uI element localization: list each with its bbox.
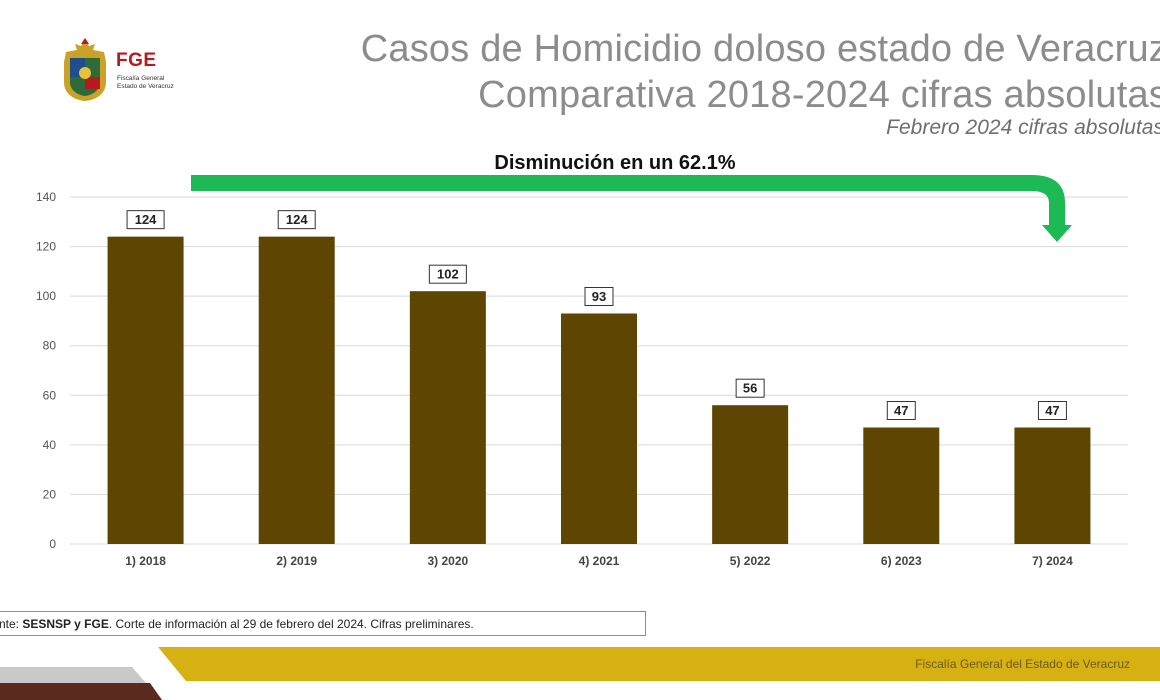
bar (409, 291, 486, 544)
page-title-line1: Casos de Homicidio doloso estado de Vera… (360, 28, 1160, 70)
source-prefix: nte: (0, 617, 23, 631)
data-label: 124 (286, 212, 308, 227)
bar (107, 236, 184, 544)
data-label-box (428, 264, 467, 284)
fge-logo: FGE Fiscalía General Estado de Veracruz (60, 38, 210, 104)
decrease-annotation: Disminución en un 62.1% (494, 152, 735, 174)
homicide-bar-chart: 0 20 40 60 80 100 120 140 124 1) 2018 124 2) 2019 10… (36, 152, 1128, 568)
x-tick-label: 4) 2021 (579, 554, 620, 568)
logo-line1: Fiscalía General (117, 75, 165, 82)
x-tick-label: 5) 2022 (730, 554, 771, 568)
logo-line2: Estado de Veracruz (117, 83, 174, 90)
page-title-line2: Comparativa 2018-2024 cifras absolutas (478, 74, 1160, 116)
bar (1014, 427, 1091, 544)
data-label: 93 (592, 289, 606, 304)
data-label-box (735, 378, 765, 398)
data-label-box (277, 210, 316, 230)
bar (258, 236, 335, 544)
y-tick-label: 100 (36, 289, 56, 303)
data-label-box (584, 286, 614, 306)
data-label: 102 (437, 267, 459, 282)
x-tick-label: 2) 2019 (276, 554, 317, 568)
y-tick-label: 20 (43, 487, 57, 501)
y-tick-label: 60 (43, 388, 57, 402)
y-tick-label: 120 (36, 240, 56, 254)
data-label: 47 (894, 403, 908, 418)
data-label-box (126, 210, 165, 230)
x-tick-label: 6) 2023 (881, 554, 922, 568)
footer-text: Fiscalía General del Estado de Veracruz (915, 657, 1130, 671)
bar (561, 313, 637, 544)
data-label-box (886, 401, 916, 421)
data-label: 56 (743, 381, 757, 396)
y-tick-label: 40 (43, 438, 57, 452)
footer-white-cut (0, 647, 168, 667)
x-tick-label: 1) 2018 (125, 554, 166, 568)
footer-band (0, 647, 1160, 700)
data-label: 47 (1045, 403, 1059, 418)
bar (863, 427, 940, 544)
page-subtitle: Febrero 2024 cifras absolutas (886, 116, 1160, 139)
bar (712, 405, 789, 544)
y-tick-label: 0 (49, 537, 56, 551)
footer-gray-stripe (0, 667, 146, 683)
source-rest: . Corte de información al 29 de febrero … (108, 617, 474, 631)
veracruz-coat-of-arms-icon (64, 38, 106, 101)
source-bold: SESNSP y FGE (22, 617, 109, 631)
x-tick-label: 7) 2024 (1032, 554, 1073, 568)
y-tick-label: 80 (43, 339, 57, 353)
data-label-box (1037, 401, 1067, 421)
footer-dark-band (0, 683, 162, 700)
x-tick-label: 3) 2020 (428, 554, 469, 568)
footer-gold-band (158, 647, 1160, 681)
source-note: nte: SESNSP y FGE. Corte de información … (0, 611, 646, 636)
data-label: 124 (135, 212, 157, 227)
y-tick-label: 140 (36, 190, 56, 204)
decrease-arrow-icon (191, 175, 1072, 242)
logo-acronym: FGE (116, 50, 157, 71)
